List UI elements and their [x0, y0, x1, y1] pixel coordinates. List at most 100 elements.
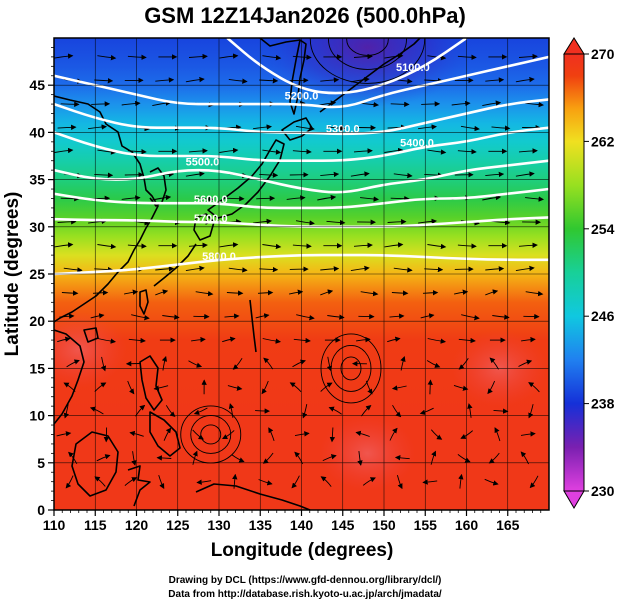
streamline [97, 243, 117, 250]
height-contour [54, 253, 549, 276]
streamline [153, 385, 169, 391]
streamline [387, 336, 401, 343]
streamline [195, 290, 214, 297]
streamline [421, 101, 441, 107]
streamline [317, 194, 337, 201]
streamline [156, 455, 172, 461]
y-tick-label: 20 [29, 313, 45, 329]
streamline [131, 451, 137, 466]
streamline [228, 78, 248, 84]
streamline [258, 479, 273, 486]
y-tick-label: 35 [29, 172, 45, 188]
streamline [259, 78, 279, 84]
x-tick-label: 150 [372, 517, 396, 533]
coastline-luzon [139, 355, 163, 411]
streamline [262, 54, 282, 61]
streamline [353, 53, 373, 60]
streamline [384, 53, 404, 59]
streamline [457, 243, 477, 249]
streamline [195, 196, 214, 202]
streamline [320, 382, 333, 392]
streamline [482, 100, 502, 107]
streamline [422, 479, 438, 485]
colorbar: 230 238 246 254 262 270 [563, 37, 615, 509]
x-tick-label: 130 [207, 517, 231, 533]
streamline [400, 356, 406, 371]
streamline [54, 242, 74, 248]
streamline [295, 125, 315, 132]
streamline [485, 77, 505, 83]
streamline [350, 76, 370, 83]
x-axis-label: Longitude (degrees) [211, 540, 394, 561]
streamline [294, 431, 310, 437]
coastline-borneo [71, 431, 119, 497]
streamline [57, 219, 77, 225]
streamline [155, 77, 175, 83]
streamline [420, 313, 435, 319]
streamline [485, 266, 505, 272]
streamline [515, 171, 535, 177]
streamline [320, 476, 332, 487]
streamline [320, 77, 340, 83]
streamline [94, 266, 114, 273]
streamline [418, 124, 437, 130]
streamline [225, 196, 245, 202]
x-axis-ticks: 110 115 120 125 130 135 140 145 150 155 160 165 [43, 510, 542, 533]
streamline [54, 147, 74, 154]
streamline [96, 454, 111, 462]
streamline [485, 171, 505, 178]
streamline [427, 243, 447, 250]
streamline [192, 429, 204, 440]
streamline [293, 337, 311, 344]
coastline-hokkaido [281, 117, 313, 141]
streamline [302, 404, 308, 419]
streamline [424, 266, 444, 273]
streamline [61, 290, 79, 296]
streamline [54, 53, 74, 59]
streamline [350, 171, 370, 177]
streamline [515, 76, 535, 83]
coastline-kyushu-shikoku [193, 213, 215, 241]
x-tick-label: 115 [84, 517, 107, 533]
streamline [390, 196, 410, 202]
y-tick-label: 0 [37, 502, 45, 518]
streamline [309, 38, 426, 84]
streamline [360, 290, 379, 297]
coastline-taiwan [139, 289, 149, 315]
streamline [288, 289, 304, 295]
streamline [196, 479, 212, 485]
streamline [261, 380, 269, 395]
streamline [353, 148, 373, 154]
streamline [356, 336, 371, 343]
streamline [492, 314, 510, 320]
streamline [467, 403, 473, 418]
streamline [63, 267, 83, 273]
streamline [66, 359, 80, 368]
height-contour-label: 5100.0 [396, 62, 430, 74]
streamline [286, 195, 306, 201]
streamline [320, 289, 334, 296]
x-tick-label: 110 [43, 517, 66, 533]
streamline [60, 101, 80, 107]
warm-spot [319, 415, 416, 492]
streamline [255, 408, 270, 414]
colorbar-tick-label: 254 [591, 221, 615, 237]
streamline [320, 171, 340, 178]
streamline [129, 430, 144, 437]
streamline [185, 76, 205, 83]
streamline [391, 290, 409, 296]
streamline [484, 478, 499, 486]
streamline [460, 125, 480, 132]
streamline [226, 290, 244, 296]
streamline [97, 338, 116, 344]
streamline [124, 477, 138, 486]
x-tick-label: 145 [331, 517, 355, 533]
streamline [525, 290, 544, 297]
streamline [292, 359, 306, 368]
streamline [188, 242, 208, 248]
streamline [461, 314, 480, 321]
x-tick-label: 140 [290, 517, 314, 533]
x-tick-label: 160 [455, 517, 479, 533]
streamline [458, 337, 476, 344]
